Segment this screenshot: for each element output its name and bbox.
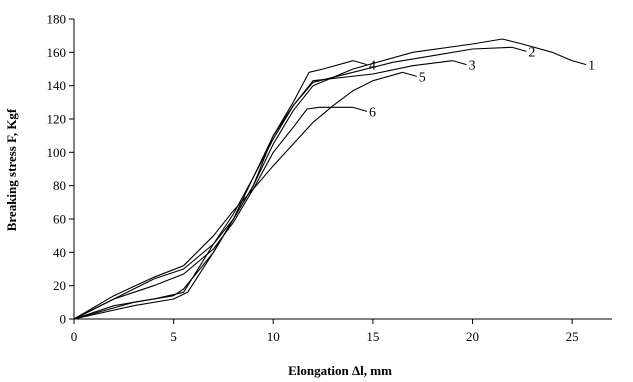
series-label-1: 1 [588, 59, 595, 74]
y-axis-title: Breaking stress F, Kgf [4, 108, 19, 231]
series-line-5 [73, 71, 403, 320]
series-label-6: 6 [369, 105, 376, 120]
y-tick-label: 140 [47, 78, 67, 93]
y-tick-label: 160 [47, 45, 67, 60]
series-label-leader-3 [452, 60, 467, 66]
y-tick-label: 20 [53, 278, 66, 293]
series-label-leader-6 [352, 106, 368, 112]
series-label-leader-2 [512, 46, 527, 52]
series-label-leader-4 [352, 60, 368, 66]
x-tick-label: 10 [267, 329, 280, 344]
x-tick-label: 25 [566, 329, 579, 344]
x-tick-label: 15 [366, 329, 379, 344]
y-tick-label: 80 [53, 178, 66, 193]
series-label-3: 3 [469, 59, 476, 74]
x-tick-label: 20 [466, 329, 479, 344]
y-tick-label: 120 [47, 112, 67, 127]
y-tick-label: 100 [47, 145, 67, 160]
series-label-2: 2 [528, 45, 535, 60]
series-line-1 [73, 38, 573, 320]
series-label-leader-5 [402, 71, 417, 77]
series-label-5: 5 [419, 70, 426, 85]
x-axis-title: Elongation Δl, mm [288, 363, 392, 378]
y-tick-label: 180 [47, 12, 67, 27]
series-line-3 [73, 60, 453, 320]
x-tick-label: 0 [71, 329, 78, 344]
series-label-4: 4 [369, 59, 376, 74]
series-line-2 [73, 46, 513, 320]
series-line-6 [73, 106, 353, 320]
series-layer [73, 38, 573, 320]
y-tick-label: 60 [53, 212, 66, 227]
y-tick-label: 0 [60, 312, 67, 327]
series-label-leader-1 [572, 60, 587, 66]
x-tick-label: 5 [170, 329, 177, 344]
label-layer: 1 2 3 4 5 6 [352, 45, 595, 120]
series-line-4 [73, 60, 354, 320]
y-tick-label: 40 [53, 245, 66, 260]
